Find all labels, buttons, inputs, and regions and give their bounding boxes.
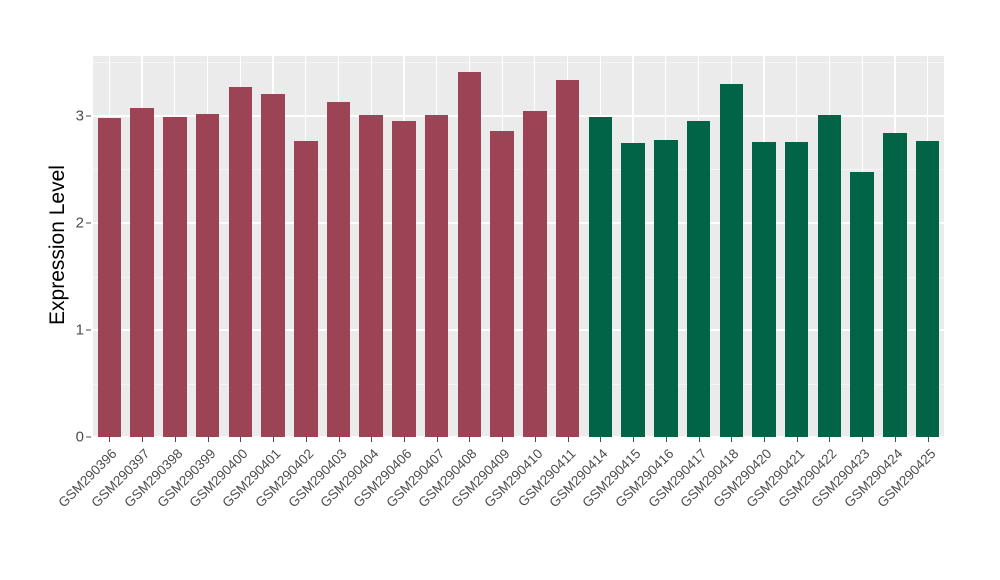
bar xyxy=(850,171,874,437)
x-tick-mark xyxy=(502,437,504,442)
x-tick-mark xyxy=(764,437,765,442)
y-tick-mark xyxy=(86,436,91,438)
gridline-minor xyxy=(93,169,944,171)
bar xyxy=(752,141,776,437)
y-tick-label: 2 xyxy=(75,214,84,232)
x-tick-mark xyxy=(796,437,798,442)
y-tick-label: 0 xyxy=(75,428,84,446)
x-tick-mark xyxy=(567,437,569,442)
bar xyxy=(621,142,645,437)
bar xyxy=(457,72,482,437)
bar xyxy=(294,140,318,437)
gridline-minor xyxy=(93,62,944,64)
bar xyxy=(654,139,678,437)
y-tick-mark xyxy=(86,329,91,331)
gridline-major xyxy=(93,115,944,117)
gridline-minor xyxy=(93,276,944,278)
x-tick-mark xyxy=(207,437,209,442)
gridline-major xyxy=(93,436,944,437)
x-tick-mark xyxy=(894,437,896,442)
bar xyxy=(228,87,253,437)
gridline-major xyxy=(93,329,944,331)
x-tick-mark xyxy=(469,437,471,442)
bar xyxy=(523,110,547,437)
x-tick-mark xyxy=(403,437,405,442)
bar xyxy=(686,121,711,437)
bar xyxy=(424,114,449,437)
bar xyxy=(817,114,842,437)
x-tick-mark xyxy=(927,437,929,442)
y-tick-label: 3 xyxy=(75,107,84,125)
x-tick-mark xyxy=(371,437,373,442)
x-tick-mark xyxy=(862,437,864,442)
bar xyxy=(784,141,809,437)
x-tick-mark xyxy=(633,437,635,442)
bar xyxy=(588,117,613,437)
bar xyxy=(261,93,285,437)
x-tick-mark xyxy=(240,437,242,442)
x-tick-mark xyxy=(698,437,700,442)
x-tick-mark xyxy=(174,437,176,442)
x-tick-mark xyxy=(829,437,831,442)
x-tick-mark xyxy=(665,437,667,442)
bar xyxy=(915,140,940,437)
bar xyxy=(359,114,383,437)
y-tick-mark xyxy=(86,115,91,117)
bar xyxy=(326,102,351,437)
bar xyxy=(392,121,416,437)
x-tick-mark xyxy=(534,437,536,442)
x-tick-mark xyxy=(273,437,274,442)
y-tick-label: 1 xyxy=(75,321,84,339)
x-tick-mark xyxy=(305,437,307,442)
bar xyxy=(490,130,514,437)
gridline-minor xyxy=(93,383,944,385)
x-tick-mark xyxy=(436,437,438,442)
x-tick-mark xyxy=(338,437,340,442)
x-tick-mark xyxy=(731,437,733,442)
bar xyxy=(555,79,580,437)
x-tick-mark xyxy=(109,437,111,442)
x-tick-mark xyxy=(142,437,144,442)
bar xyxy=(883,133,907,437)
bar xyxy=(97,118,122,437)
y-axis-ticks: 0 1 2 3 xyxy=(62,0,84,580)
bar xyxy=(719,83,744,437)
gridline-major xyxy=(93,222,944,224)
x-tick-mark xyxy=(600,437,602,442)
bar xyxy=(195,113,220,437)
plot-panel xyxy=(93,56,944,437)
bar xyxy=(163,117,187,437)
y-tick-mark xyxy=(86,222,91,224)
bar xyxy=(130,108,154,437)
